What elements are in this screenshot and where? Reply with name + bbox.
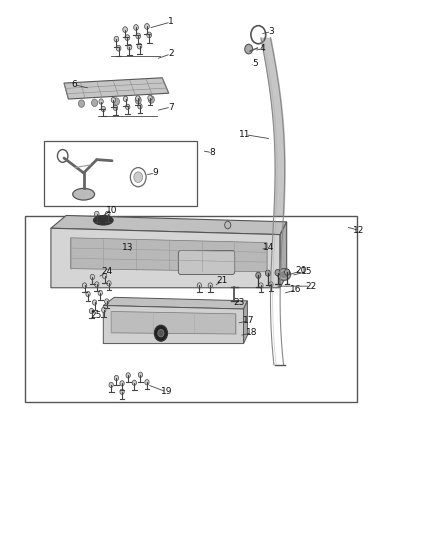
Circle shape	[148, 95, 152, 100]
Polygon shape	[111, 311, 236, 334]
FancyBboxPatch shape	[178, 251, 235, 274]
Circle shape	[90, 274, 95, 280]
Polygon shape	[103, 305, 244, 344]
Circle shape	[138, 104, 142, 109]
Circle shape	[158, 329, 164, 337]
Circle shape	[99, 99, 103, 104]
Circle shape	[208, 283, 212, 288]
Circle shape	[105, 211, 110, 217]
Circle shape	[125, 35, 130, 41]
Circle shape	[225, 221, 231, 229]
Circle shape	[92, 99, 98, 107]
Circle shape	[256, 272, 261, 278]
Circle shape	[127, 44, 132, 50]
Ellipse shape	[73, 188, 95, 200]
Bar	[25, 216, 357, 402]
Text: 5: 5	[252, 59, 258, 68]
Polygon shape	[71, 238, 267, 272]
Ellipse shape	[93, 215, 113, 225]
Polygon shape	[51, 228, 280, 288]
Text: 22: 22	[305, 281, 316, 290]
Polygon shape	[103, 297, 247, 309]
Circle shape	[95, 211, 99, 217]
Text: 20: 20	[295, 266, 307, 275]
Text: 25: 25	[90, 311, 102, 320]
Circle shape	[111, 98, 116, 102]
Circle shape	[120, 389, 124, 394]
Ellipse shape	[281, 271, 287, 277]
Circle shape	[102, 273, 107, 279]
Circle shape	[92, 300, 97, 305]
Text: 11: 11	[240, 130, 251, 139]
Text: 10: 10	[106, 206, 118, 215]
Circle shape	[145, 23, 149, 29]
Circle shape	[102, 308, 106, 312]
Text: 13: 13	[123, 243, 134, 252]
Circle shape	[101, 107, 106, 111]
Circle shape	[269, 282, 273, 287]
Circle shape	[259, 283, 263, 288]
Circle shape	[136, 96, 140, 101]
Text: 1: 1	[168, 18, 174, 27]
Circle shape	[123, 27, 127, 33]
Circle shape	[154, 325, 167, 341]
Circle shape	[136, 33, 141, 39]
Text: 17: 17	[243, 316, 254, 325]
Circle shape	[137, 43, 142, 49]
Polygon shape	[280, 222, 287, 288]
Polygon shape	[51, 215, 287, 235]
Text: 23: 23	[233, 297, 244, 306]
Circle shape	[145, 379, 149, 385]
Circle shape	[86, 292, 90, 297]
Circle shape	[109, 382, 113, 387]
Text: 12: 12	[353, 226, 364, 235]
Circle shape	[126, 373, 131, 378]
Circle shape	[113, 98, 120, 106]
Text: 24: 24	[101, 268, 113, 276]
Circle shape	[95, 282, 99, 287]
Circle shape	[135, 96, 141, 104]
Text: 16: 16	[290, 285, 302, 294]
Circle shape	[138, 372, 143, 377]
Circle shape	[78, 100, 85, 107]
Text: 15: 15	[300, 268, 312, 276]
Circle shape	[89, 309, 94, 313]
Circle shape	[113, 106, 118, 110]
Circle shape	[147, 32, 152, 38]
Circle shape	[114, 375, 119, 381]
Text: 9: 9	[153, 168, 159, 177]
Circle shape	[134, 25, 138, 30]
Bar	[44, 141, 197, 206]
Ellipse shape	[278, 269, 290, 280]
Circle shape	[114, 36, 119, 42]
Text: 4: 4	[260, 44, 265, 53]
Circle shape	[132, 380, 137, 385]
Circle shape	[275, 270, 280, 276]
Circle shape	[126, 104, 130, 109]
Circle shape	[148, 96, 154, 103]
Circle shape	[197, 283, 201, 288]
Polygon shape	[64, 78, 169, 99]
Circle shape	[82, 283, 87, 288]
Polygon shape	[244, 301, 247, 344]
Circle shape	[98, 290, 102, 296]
Text: 2: 2	[168, 50, 174, 58]
Text: 7: 7	[168, 102, 174, 111]
Circle shape	[116, 45, 121, 51]
Circle shape	[120, 381, 124, 386]
Text: 14: 14	[263, 244, 275, 253]
Circle shape	[105, 299, 109, 304]
Text: 21: 21	[217, 276, 228, 285]
Text: 19: 19	[161, 387, 173, 397]
Circle shape	[265, 270, 270, 276]
Text: 3: 3	[268, 27, 274, 36]
Text: 6: 6	[71, 80, 77, 89]
Circle shape	[245, 44, 253, 54]
Circle shape	[107, 281, 111, 286]
Circle shape	[134, 172, 143, 182]
Text: 8: 8	[209, 148, 215, 157]
Text: 18: 18	[246, 328, 258, 337]
Circle shape	[285, 269, 290, 275]
Circle shape	[124, 96, 128, 101]
